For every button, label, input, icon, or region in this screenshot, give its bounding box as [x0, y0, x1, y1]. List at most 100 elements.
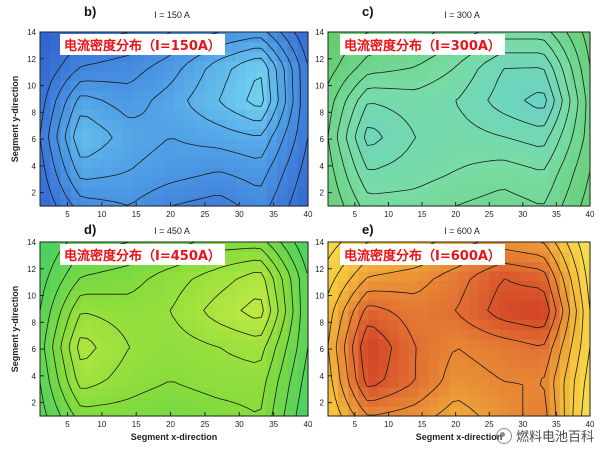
- heatmap-cell: [40, 157, 51, 168]
- heatmap-cell: [256, 261, 268, 272]
- heatmap-cell: [398, 309, 410, 320]
- heatmap-cell: [60, 196, 72, 207]
- heatmap-cell: [101, 51, 113, 62]
- heatmap-cell: [358, 329, 369, 340]
- heatmap-cell: [60, 261, 72, 272]
- heatmap-cell: [489, 80, 500, 91]
- heatmap-cell: [338, 329, 349, 340]
- heatmap-cell: [579, 261, 591, 272]
- heatmap-cell: [297, 80, 309, 91]
- heatmap-cell: [448, 119, 460, 130]
- heatmap-cell: [235, 148, 247, 159]
- heatmap-cell: [499, 348, 510, 359]
- heatmap-cell: [194, 396, 206, 407]
- heatmap-cell: [328, 157, 339, 168]
- heatmap-cell: [194, 167, 206, 178]
- heatmap-cell: [143, 271, 154, 282]
- heatmap-cell: [539, 148, 551, 159]
- heatmap-cell: [40, 32, 51, 43]
- heatmap-cell: [338, 271, 349, 282]
- contour-line: [354, 52, 563, 171]
- heatmap-cell: [297, 41, 309, 52]
- heatmap-cell: [287, 196, 299, 207]
- heatmap-cell: [225, 196, 237, 207]
- heatmap-cell: [225, 329, 237, 340]
- heatmap-cell: [194, 51, 206, 62]
- heatmap-cell: [428, 271, 440, 282]
- heatmap-cell: [70, 99, 82, 110]
- heatmap-cell: [204, 99, 216, 110]
- heatmap-cell: [509, 70, 521, 81]
- heatmap-cell: [112, 167, 124, 178]
- heatmap-cell: [529, 329, 541, 340]
- heatmap-cell: [277, 387, 288, 398]
- heatmap-cell: [101, 329, 113, 340]
- x-tick-label: 5: [353, 420, 358, 429]
- heatmap-cell: [101, 70, 113, 81]
- heatmap-cell: [368, 387, 379, 398]
- heatmap-cell: [70, 367, 82, 378]
- heatmap-cell: [132, 138, 144, 149]
- heatmap-cell: [40, 80, 51, 91]
- heatmap-cell: [163, 177, 175, 188]
- heatmap-cell: [579, 41, 591, 52]
- heatmap-cell: [529, 109, 541, 120]
- heatmap-cell: [428, 128, 440, 139]
- heatmap-cell: [378, 128, 390, 139]
- heatmap-cell: [112, 319, 124, 330]
- heatmap-cell: [40, 300, 51, 311]
- heatmap-cell: [297, 280, 309, 291]
- heatmap-cell: [60, 309, 72, 320]
- heatmap-cell: [184, 128, 196, 139]
- heatmap-cell: [358, 99, 369, 110]
- heatmap-cell: [328, 196, 339, 207]
- heatmap-cell: [91, 196, 103, 207]
- heatmap-cell: [459, 358, 470, 369]
- heatmap-cell: [225, 51, 237, 62]
- x-tick-label: 25: [485, 420, 494, 429]
- heatmap-cell: [348, 300, 359, 311]
- panel-letter: c): [362, 4, 374, 19]
- heatmap-cell: [469, 329, 480, 340]
- x-tick-label: 30: [518, 420, 527, 429]
- heatmap-cell: [50, 406, 62, 417]
- heatmap-cell: [519, 167, 531, 178]
- heatmap-cell: [60, 90, 72, 101]
- heatmap-cell: [408, 338, 420, 349]
- heatmap-cell: [174, 128, 185, 139]
- heatmap-cell: [499, 186, 510, 197]
- heatmap-cell: [358, 261, 369, 272]
- panel-current-label: I = 300 A: [444, 10, 480, 20]
- heatmap-cell: [143, 358, 154, 369]
- heatmap-cell: [328, 177, 339, 188]
- heatmap-cell: [70, 61, 82, 72]
- heatmap-cell: [499, 119, 510, 130]
- heatmap-cell: [174, 177, 185, 188]
- heatmap-cell: [328, 242, 339, 253]
- heatmap-cell: [338, 138, 349, 149]
- heatmap-cell: [40, 348, 51, 359]
- panel-current-label: I = 450 A: [154, 226, 190, 236]
- heatmap-cell: [204, 70, 216, 81]
- heatmap-cell: [459, 148, 470, 159]
- heatmap-cell: [235, 387, 247, 398]
- heatmap-cell: [499, 128, 510, 139]
- heatmap-cell: [50, 367, 62, 378]
- heatmap-cell: [398, 358, 410, 369]
- heatmap-cell: [418, 70, 430, 81]
- heatmap-cell: [266, 186, 278, 197]
- heatmap-cell: [469, 157, 480, 168]
- heatmap-cell: [529, 80, 541, 91]
- heatmap-cell: [469, 177, 480, 188]
- y-tick-label: 4: [320, 162, 325, 171]
- contour-lines: [327, 241, 591, 417]
- heatmap-cell: [388, 290, 400, 301]
- heatmap-cell: [448, 70, 460, 81]
- heatmap-cell: [91, 119, 103, 130]
- heatmap-cell: [448, 177, 460, 188]
- heatmap-cell: [215, 119, 227, 130]
- heatmap-cell: [112, 377, 124, 388]
- heatmap-cell: [418, 271, 430, 282]
- heatmap-cell: [277, 377, 288, 388]
- heatmap-cell: [81, 157, 93, 168]
